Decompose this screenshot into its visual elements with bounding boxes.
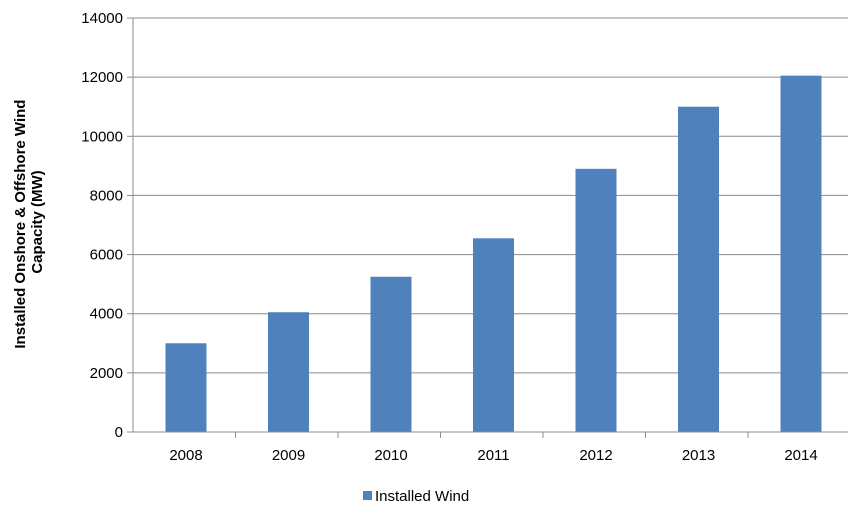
y-tick-label: 10000 (81, 128, 123, 145)
bar-2013 (678, 106, 719, 432)
legend: Installed Wind (363, 488, 469, 505)
y-tick-label: 0 (115, 424, 123, 441)
bar-2014 (780, 75, 822, 433)
legend-label: Installed Wind (375, 488, 469, 505)
y-axis-title-line-2: Capacity (MW) (29, 170, 46, 273)
y-axis-title-line-1: Installed Onshore & Offshore Wind (12, 100, 29, 349)
x-tick-label: 2010 (374, 447, 407, 464)
x-tick-label: 2008 (169, 447, 202, 464)
bars (165, 75, 822, 433)
bar-2011 (473, 238, 514, 432)
y-axis-title: Installed Onshore & Offshore Wind Capaci… (12, 95, 46, 348)
legend-swatch (363, 491, 372, 500)
x-tick-label: 2013 (682, 447, 715, 464)
y-tick-label: 4000 (90, 306, 123, 323)
x-tick-label: 2011 (477, 447, 509, 464)
x-tick-label: 2009 (272, 447, 305, 464)
y-tick-label: 6000 (90, 247, 123, 264)
y-tick-label: 8000 (90, 187, 123, 204)
x-tick-label: 2012 (579, 447, 612, 464)
bar-2009 (268, 312, 309, 432)
x-tick-label: 2014 (784, 447, 817, 464)
y-tick-labels: 0 2000 4000 6000 8000 10000 12000 14000 (81, 10, 133, 441)
bar-2012 (575, 168, 617, 433)
y-tick-label: 14000 (81, 10, 123, 27)
bar-2010 (370, 276, 412, 432)
y-tick-label: 12000 (81, 69, 123, 86)
axes (132, 18, 848, 433)
x-tick-labels: 2008 2009 2010 2011 2012 2013 2014 (169, 432, 818, 464)
bar-2008 (165, 343, 207, 432)
y-tick-label: 2000 (90, 365, 123, 382)
